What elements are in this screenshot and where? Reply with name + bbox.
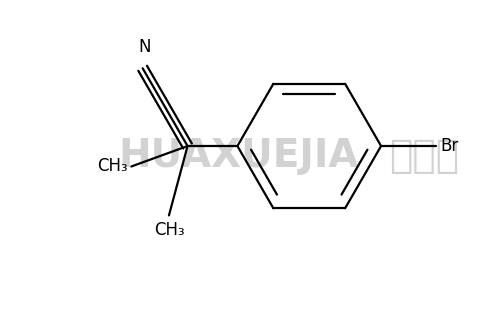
Text: CH₃: CH₃ — [97, 158, 127, 176]
Text: Br: Br — [440, 137, 458, 155]
Text: HUAXUEJIA: HUAXUEJIA — [118, 137, 358, 175]
Text: CH₃: CH₃ — [153, 221, 184, 239]
Text: 化学加: 化学加 — [389, 137, 459, 175]
Text: N: N — [139, 38, 151, 56]
